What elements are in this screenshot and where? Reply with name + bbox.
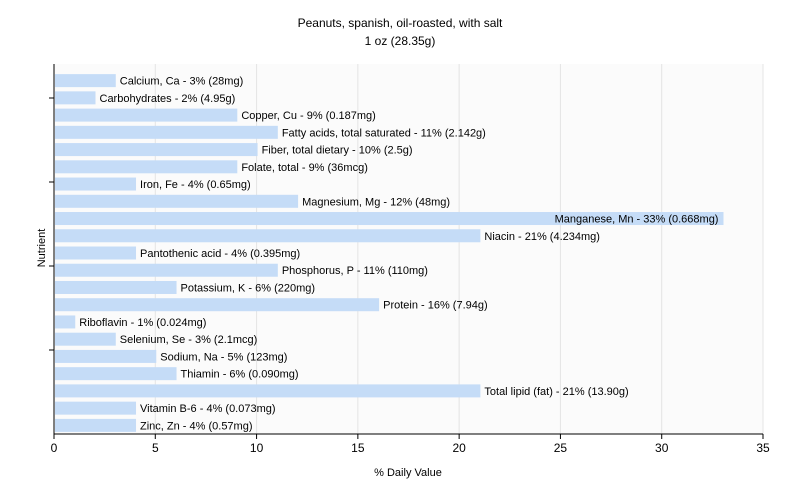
- x-axis-title: % Daily Value: [374, 467, 442, 479]
- bar-label: Fiber, total dietary - 10% (2.5g): [262, 145, 413, 157]
- x-tick-label: 20: [452, 441, 466, 455]
- bar: [55, 332, 116, 346]
- bar-label: Potassium, K - 6% (220mg): [181, 282, 315, 294]
- bar-label: Vitamin B-6 - 4% (0.073mg): [140, 403, 276, 415]
- bar-label: Zinc, Zn - 4% (0.57mg): [140, 420, 252, 432]
- gridlines: [154, 64, 764, 434]
- x-tick-label: 30: [655, 441, 669, 455]
- bar: [55, 108, 238, 122]
- bar-label: Calcium, Ca - 3% (28mg): [120, 76, 243, 88]
- x-tick-label: 10: [250, 441, 264, 455]
- bar-label: Pantothenic acid - 4% (0.395mg): [140, 248, 300, 260]
- bar: [55, 349, 157, 363]
- x-tick-label: 5: [152, 441, 159, 455]
- bar-label: Total lipid (fat) - 21% (13.90g): [484, 386, 628, 398]
- bar-label: Folate, total - 9% (36mcg): [241, 162, 368, 174]
- x-axis-ticks: 0 5 10 15 20 25 30 35: [51, 434, 770, 455]
- bar-label: Niacin - 21% (4.234mg): [484, 231, 600, 243]
- bar: [55, 280, 177, 294]
- bars: Calcium, Ca - 3% (28mg) Carbohydrates - 2…: [55, 74, 724, 432]
- axes: [49, 64, 763, 435]
- bar: [55, 143, 258, 157]
- bar: [55, 229, 481, 243]
- bar: [55, 74, 116, 88]
- bar: [55, 418, 137, 432]
- x-tick-label: 35: [756, 441, 770, 455]
- x-tick-label: 0: [51, 441, 58, 455]
- bar-label: Sodium, Na - 5% (123mg): [160, 351, 287, 363]
- bar: [55, 177, 137, 191]
- chart-subtitle: 1 oz (28.35g): [365, 34, 436, 48]
- chart-title: Peanuts, spanish, oil-roasted, with salt: [298, 16, 503, 30]
- bar-label: Copper, Cu - 9% (0.187mg): [241, 110, 376, 122]
- bar: [55, 194, 299, 208]
- bar: [55, 246, 137, 260]
- x-tick-label: 15: [351, 441, 365, 455]
- bar: [55, 298, 380, 312]
- bar: [55, 160, 238, 174]
- bar-label: Fatty acids, total saturated - 11% (2.14…: [282, 127, 486, 139]
- bar: [55, 367, 177, 381]
- bar: [55, 125, 278, 139]
- bar: [55, 384, 481, 398]
- bar: [55, 315, 76, 329]
- bar: [55, 91, 96, 105]
- bar-label: Selenium, Se - 3% (2.1mcg): [120, 334, 258, 346]
- bar: [55, 212, 724, 226]
- bar-label: Protein - 16% (7.94g): [383, 300, 488, 312]
- bar-label: Carbohydrates - 2% (4.95g): [100, 93, 236, 105]
- bar-label: Thiamin - 6% (0.090mg): [181, 369, 299, 381]
- bar-label: Magnesium, Mg - 12% (48mg): [302, 196, 450, 208]
- bar-label: Phosphorus, P - 11% (110mg): [282, 265, 428, 277]
- y-axis-title: Nutrient: [36, 229, 48, 268]
- x-tick-label: 25: [554, 441, 568, 455]
- bar-label: Manganese, Mn - 33% (0.668mg): [555, 214, 719, 226]
- bar-label: Riboflavin - 1% (0.024mg): [79, 317, 206, 329]
- bar: [55, 401, 137, 415]
- bar-label: Iron, Fe - 4% (0.65mg): [140, 179, 251, 191]
- bar: [55, 263, 278, 277]
